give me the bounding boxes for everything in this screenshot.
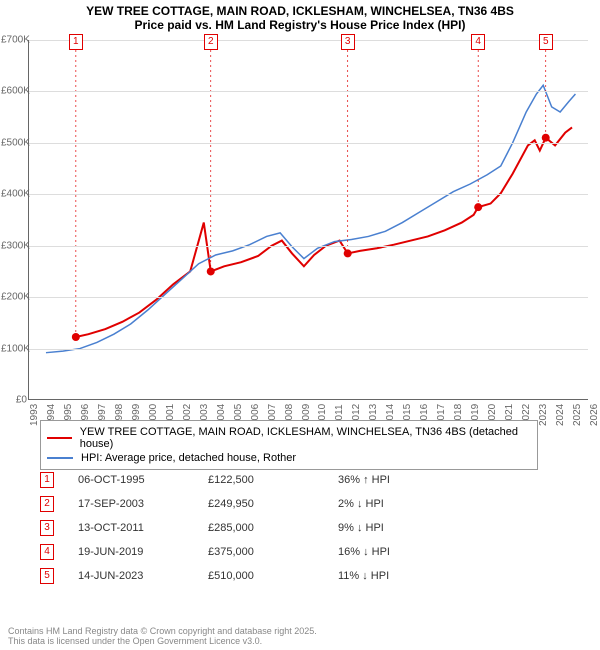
row-price: £249,950 [208, 498, 338, 510]
y-gridline [29, 194, 588, 195]
row-pct: 9% ↓ HPI [338, 522, 384, 534]
sale-dot [72, 333, 80, 341]
marker-box-2: 2 [204, 34, 218, 50]
row-price: £285,000 [208, 522, 338, 534]
y-gridline [29, 143, 588, 144]
table-row: 2 17-SEP-2003£249,9502% ↓ HPI [40, 492, 390, 516]
marker-box-1: 1 [69, 34, 83, 50]
legend-label: YEW TREE COTTAGE, MAIN ROAD, ICKLESHAM, … [80, 426, 531, 450]
footer-attribution: Contains HM Land Registry data © Crown c… [8, 626, 317, 646]
row-marker: 1 [40, 472, 54, 488]
row-pct: 11% ↓ HPI [338, 570, 389, 582]
table-row: 1 06-OCT-1995£122,50036% ↑ HPI [40, 468, 390, 492]
row-date: 13-OCT-2011 [78, 522, 208, 534]
y-axis-label: £700K [1, 35, 27, 46]
legend-item: YEW TREE COTTAGE, MAIN ROAD, ICKLESHAM, … [47, 425, 531, 451]
x-axis-label: 2024 [555, 404, 566, 426]
row-pct: 16% ↓ HPI [338, 546, 390, 558]
y-axis-label: £100K [1, 343, 27, 354]
sale-dot [344, 249, 352, 257]
row-marker: 5 [40, 568, 54, 584]
row-date: 17-SEP-2003 [78, 498, 208, 510]
y-axis-label: £200K [1, 292, 27, 303]
plot-region: £0£100K£200K£300K£400K£500K£600K£700K199… [28, 40, 588, 400]
chart-svg [29, 40, 588, 399]
row-pct: 2% ↓ HPI [338, 498, 384, 510]
y-axis-label: £0 [1, 395, 27, 406]
series-hpi [46, 85, 575, 352]
row-marker: 4 [40, 544, 54, 560]
marker-box-5: 5 [539, 34, 553, 50]
row-price: £510,000 [208, 570, 338, 582]
row-price: £122,500 [208, 474, 338, 486]
y-axis-label: £400K [1, 189, 27, 200]
row-pct: 36% ↑ HPI [338, 474, 390, 486]
marker-box-3: 3 [341, 34, 355, 50]
legend-item: HPI: Average price, detached house, Roth… [47, 451, 531, 465]
y-axis-label: £600K [1, 86, 27, 97]
row-date: 06-OCT-1995 [78, 474, 208, 486]
y-gridline [29, 40, 588, 41]
legend-swatch [47, 457, 73, 459]
row-marker: 2 [40, 496, 54, 512]
row-price: £375,000 [208, 546, 338, 558]
legend: YEW TREE COTTAGE, MAIN ROAD, ICKLESHAM, … [40, 420, 538, 470]
footer-line-1: Contains HM Land Registry data © Crown c… [8, 626, 317, 636]
row-date: 14-JUN-2023 [78, 570, 208, 582]
title-line-1: YEW TREE COTTAGE, MAIN ROAD, ICKLESHAM, … [8, 4, 592, 18]
y-gridline [29, 297, 588, 298]
marker-box-4: 4 [471, 34, 485, 50]
y-gridline [29, 246, 588, 247]
x-axis-label: 2026 [589, 404, 600, 426]
sale-dot [474, 203, 482, 211]
y-axis-label: £300K [1, 240, 27, 251]
series-property [76, 127, 572, 337]
row-date: 19-JUN-2019 [78, 546, 208, 558]
row-marker: 3 [40, 520, 54, 536]
chart-title: YEW TREE COTTAGE, MAIN ROAD, ICKLESHAM, … [0, 0, 600, 34]
chart-area: £0 £100K £200K £300K £400K £500K £600K £700K 199… [0, 34, 600, 444]
table-row: 5 14-JUN-2023£510,00011% ↓ HPI [40, 564, 390, 588]
x-axis-label: 1993 [29, 404, 40, 426]
sale-dot [207, 267, 215, 275]
x-axis-label: 2023 [538, 404, 549, 426]
y-gridline [29, 349, 588, 350]
footer-line-2: This data is licensed under the Open Gov… [8, 636, 317, 646]
title-line-2: Price paid vs. HM Land Registry's House … [8, 18, 592, 32]
legend-label: HPI: Average price, detached house, Roth… [81, 452, 296, 464]
sale-dot [542, 134, 550, 142]
x-axis-label: 2025 [572, 404, 583, 426]
y-axis-label: £500K [1, 137, 27, 148]
sales-table: 1 06-OCT-1995£122,50036% ↑ HPI 2 17-SEP-200… [40, 468, 390, 588]
legend-swatch [47, 437, 72, 439]
table-row: 4 19-JUN-2019£375,00016% ↓ HPI [40, 540, 390, 564]
y-gridline [29, 91, 588, 92]
table-row: 3 13-OCT-2011£285,0009% ↓ HPI [40, 516, 390, 540]
